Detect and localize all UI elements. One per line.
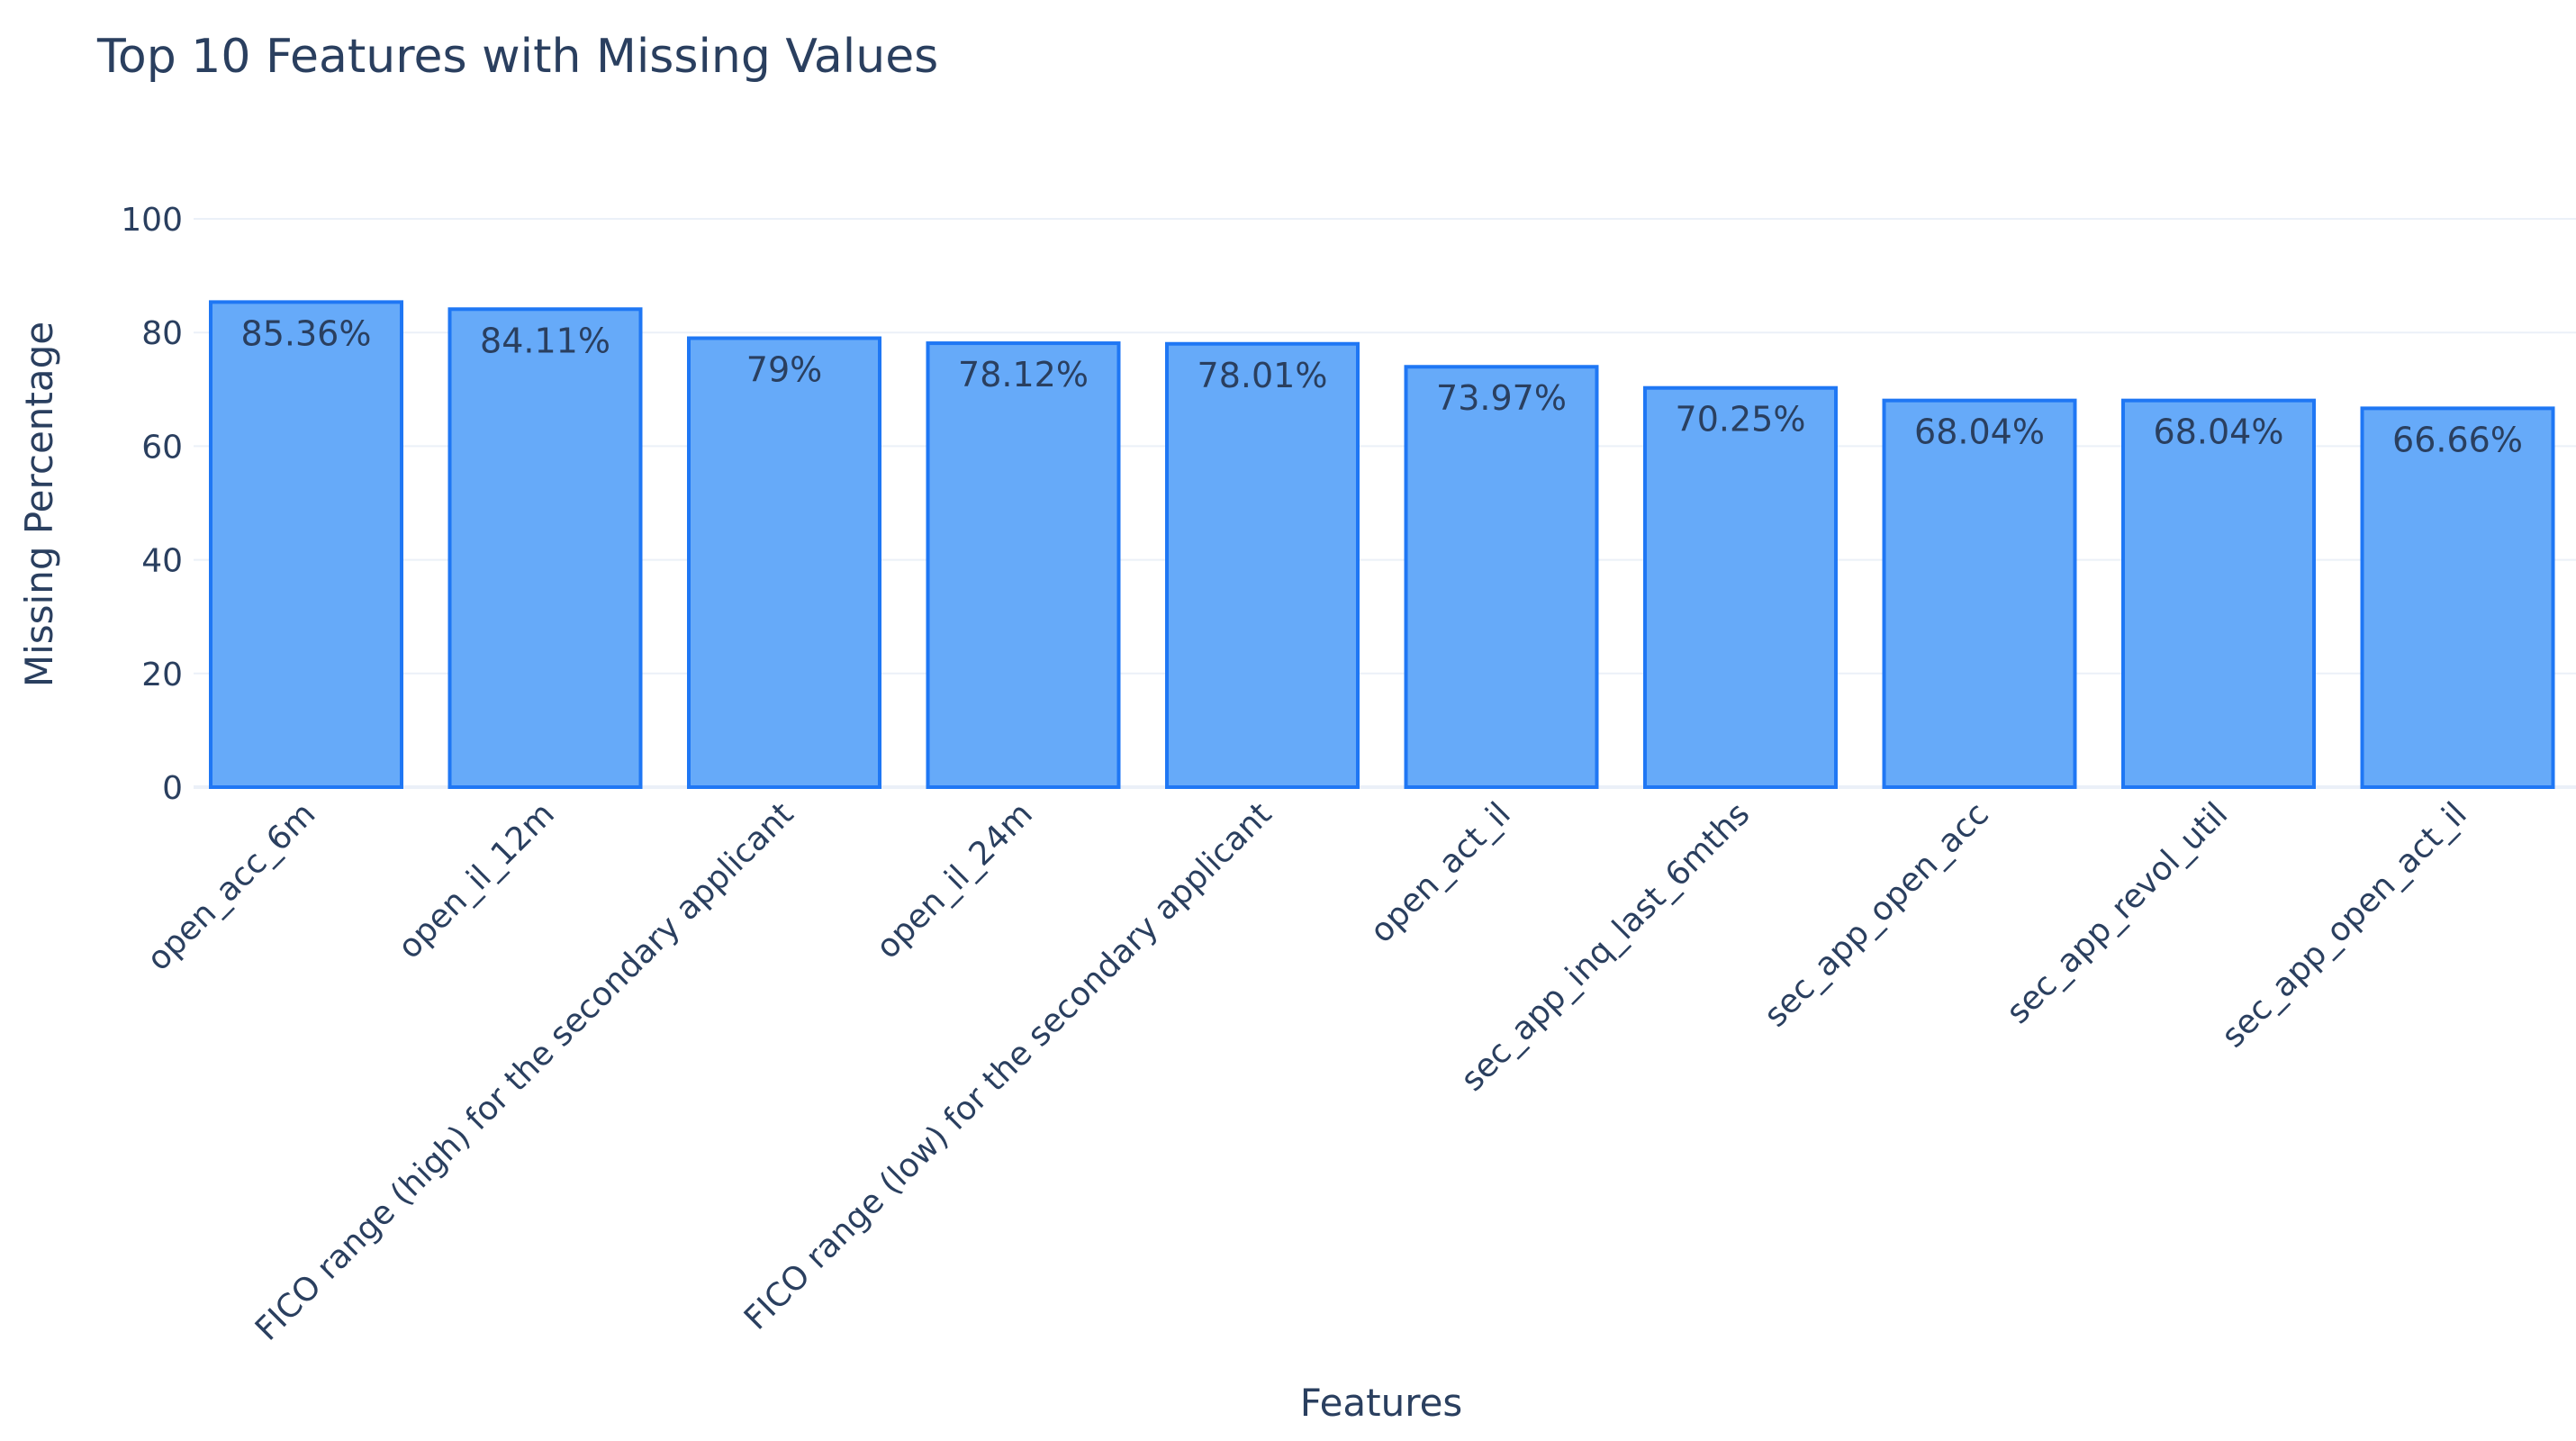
y-tick-label: 0 bbox=[162, 770, 183, 807]
bar-data-label: 84.11% bbox=[480, 321, 610, 360]
bar-data-label: 70.25% bbox=[1676, 400, 1806, 440]
bar bbox=[1643, 385, 1838, 789]
x-tick-label: FICO range (high) for the secondary appl… bbox=[249, 795, 800, 1347]
bar bbox=[2360, 406, 2555, 789]
bar-data-label: 79% bbox=[746, 350, 822, 390]
y-axis-title: Missing Percentage bbox=[17, 322, 61, 687]
x-tick-label: sec_app_open_act_il bbox=[2215, 795, 2474, 1055]
y-tick-label: 80 bbox=[141, 315, 183, 352]
x-tick-label: sec_app_revol_util bbox=[2000, 795, 2236, 1031]
bar bbox=[447, 307, 643, 789]
bar bbox=[926, 341, 1121, 789]
bar bbox=[1404, 365, 1599, 789]
y-tick-label: 40 bbox=[141, 543, 183, 580]
bar bbox=[1882, 398, 2077, 789]
y-tick-label: 100 bbox=[121, 202, 183, 239]
bar-data-label: 78.12% bbox=[958, 355, 1089, 394]
y-tick-label: 60 bbox=[141, 429, 183, 466]
bar-data-label: 85.36% bbox=[241, 313, 372, 353]
data-labels: 85.36% 84.11% 79% 78.12% 78.01% 73.97% 70.25% 6… bbox=[241, 313, 2523, 459]
bar-data-label: 78.01% bbox=[1198, 356, 1328, 395]
x-tick-label: open_acc_6m bbox=[140, 795, 323, 978]
x-tick-label: FICO range (low) for the secondary appli… bbox=[737, 795, 1279, 1337]
bar bbox=[209, 300, 403, 789]
bar bbox=[687, 336, 881, 789]
bar bbox=[1165, 341, 1360, 789]
bars bbox=[209, 300, 2555, 789]
x-tick-label: open_il_24m bbox=[870, 795, 1040, 965]
chart-title: Top 10 Features with Missing Values bbox=[96, 30, 938, 84]
x-tick-label: sec_app_open_acc bbox=[1758, 795, 1996, 1034]
x-tick-label: open_il_12m bbox=[392, 795, 562, 965]
bar-data-label: 68.04% bbox=[2154, 412, 2284, 452]
bar-data-label: 68.04% bbox=[1914, 412, 2045, 452]
y-axis-ticks: 0 20 40 60 80 100 bbox=[121, 202, 183, 807]
bar bbox=[2121, 398, 2316, 789]
bar-data-label: 73.97% bbox=[1436, 378, 1567, 418]
x-tick-label: open_act_il bbox=[1363, 795, 1518, 950]
x-tick-label: sec_app_inq_last_6mths bbox=[1454, 795, 1757, 1098]
y-tick-label: 20 bbox=[141, 657, 183, 693]
bar-data-label: 66.66% bbox=[2392, 420, 2523, 459]
x-axis-title: Features bbox=[1300, 1381, 1463, 1425]
